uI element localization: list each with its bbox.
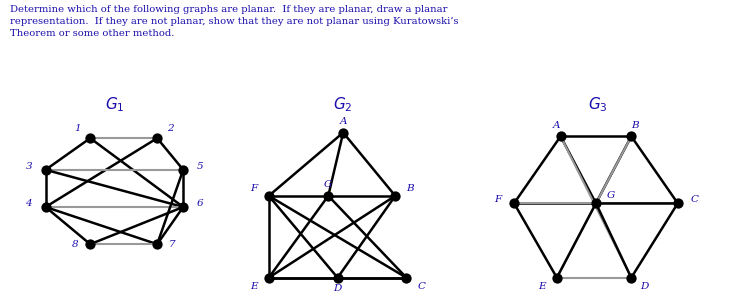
Point (40, 205, 52, 209)
Point (672, 201, 683, 206)
Text: A: A (553, 121, 561, 130)
Point (625, 134, 637, 139)
Text: D: D (334, 284, 342, 293)
Text: 4: 4 (26, 199, 32, 208)
Text: 3: 3 (26, 162, 32, 171)
Point (40, 167, 52, 172)
Title: $G_3$: $G_3$ (588, 95, 607, 114)
Point (323, 194, 334, 198)
Text: 6: 6 (196, 199, 203, 208)
Point (263, 194, 275, 198)
Point (551, 275, 563, 280)
Title: $G_2$: $G_2$ (334, 95, 353, 114)
Point (151, 242, 163, 247)
Text: representation.  If they are not planar, show that they are not planar using Kur: representation. If they are not planar, … (10, 16, 458, 26)
Text: B: B (631, 121, 639, 130)
Point (590, 201, 601, 206)
Text: 2: 2 (167, 124, 173, 134)
Text: F: F (250, 184, 258, 193)
Text: Theorem or some other method.: Theorem or some other method. (10, 28, 174, 38)
Point (625, 275, 637, 280)
Point (151, 136, 163, 141)
Text: G: G (324, 180, 332, 189)
Text: F: F (494, 195, 501, 204)
Point (390, 194, 401, 198)
Point (84, 242, 96, 247)
Point (555, 134, 567, 139)
Text: C: C (417, 283, 425, 292)
Point (508, 201, 520, 206)
Text: G: G (607, 191, 615, 200)
Text: 7: 7 (169, 240, 176, 249)
Point (263, 275, 275, 280)
Text: A: A (339, 117, 347, 126)
Text: D: D (640, 283, 649, 292)
Text: E: E (538, 283, 546, 292)
Text: 1: 1 (74, 124, 80, 134)
Title: $G_1$: $G_1$ (105, 95, 124, 114)
Point (337, 130, 349, 135)
Text: E: E (250, 283, 258, 292)
Point (84, 136, 96, 141)
Text: Determine which of the following graphs are planar.  If they are planar, draw a : Determine which of the following graphs … (10, 4, 447, 14)
Point (177, 167, 189, 172)
Text: B: B (407, 184, 414, 193)
Text: C: C (691, 195, 698, 204)
Point (177, 205, 189, 209)
Text: 5: 5 (196, 162, 203, 171)
Text: 8: 8 (72, 240, 79, 249)
Point (401, 275, 413, 280)
Point (331, 275, 343, 280)
